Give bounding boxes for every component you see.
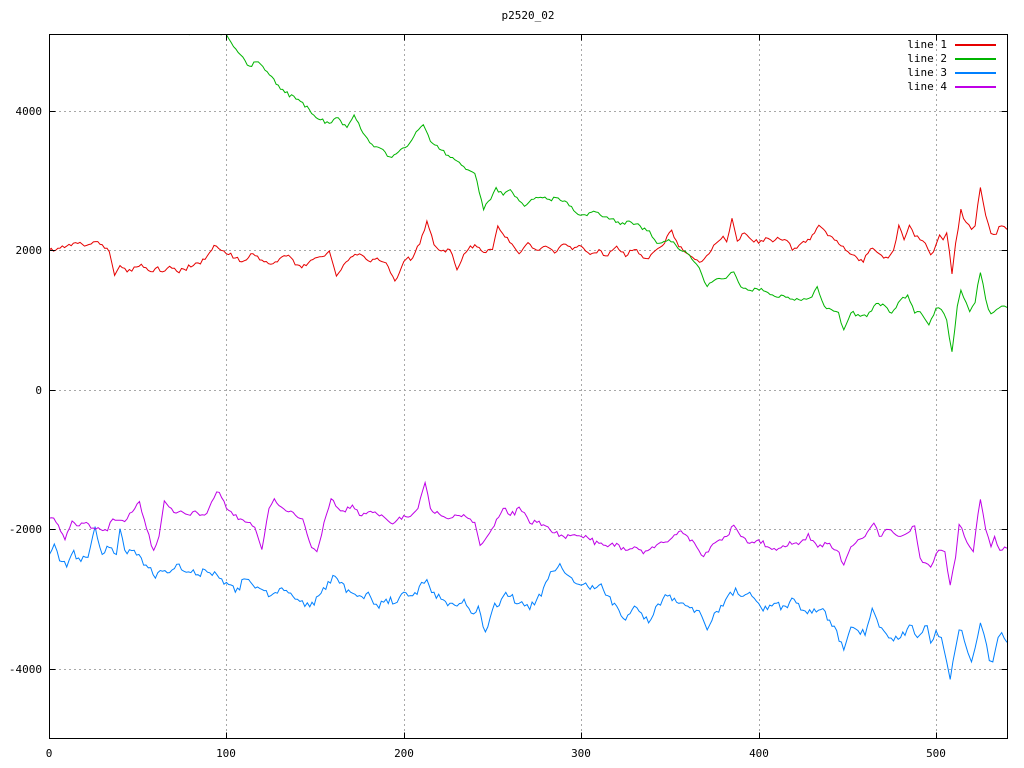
x-tick-label: 200: [394, 747, 414, 760]
grid: [49, 34, 1007, 738]
x-tick-label: 400: [749, 747, 769, 760]
legend: line 1 line 2 line 3 line 4: [907, 39, 996, 95]
legend-label: line 1: [907, 38, 947, 51]
legend-line-sample: [955, 71, 996, 74]
legend-line-sample: [955, 57, 996, 60]
legend-item: line 2: [907, 53, 996, 64]
legend-item: line 3: [907, 67, 996, 78]
series-line-2: [187, 34, 1007, 352]
series-line-1: [49, 187, 1007, 282]
series-line-4: [49, 480, 1007, 586]
chart-title: p2520_02: [501, 9, 555, 22]
x-tick-label: 0: [46, 747, 53, 760]
y-tick-label: 4000: [16, 105, 43, 118]
axes: [49, 34, 1008, 739]
series-line-3: [49, 526, 1007, 680]
y-tick-label: -4000: [9, 663, 42, 676]
legend-label: line 3: [907, 66, 947, 79]
y-tick-label: -2000: [9, 523, 42, 536]
legend-item: line 4: [907, 81, 996, 92]
legend-line-sample: [955, 85, 996, 88]
legend-item: line 1: [907, 39, 996, 50]
x-tick-label: 300: [571, 747, 591, 760]
y-tick-label: 0: [35, 384, 42, 397]
x-tick-label: 500: [926, 747, 946, 760]
tick-labels: 0 100 200 300 400 500 -4000 -2000 0 2000 4000: [9, 105, 946, 760]
legend-line-sample: [955, 43, 996, 46]
y-tick-label: 2000: [16, 244, 43, 257]
legend-label: line 4: [907, 80, 947, 93]
x-tick-label: 100: [216, 747, 236, 760]
legend-label: line 2: [907, 52, 947, 65]
series-lines: [49, 34, 1007, 680]
